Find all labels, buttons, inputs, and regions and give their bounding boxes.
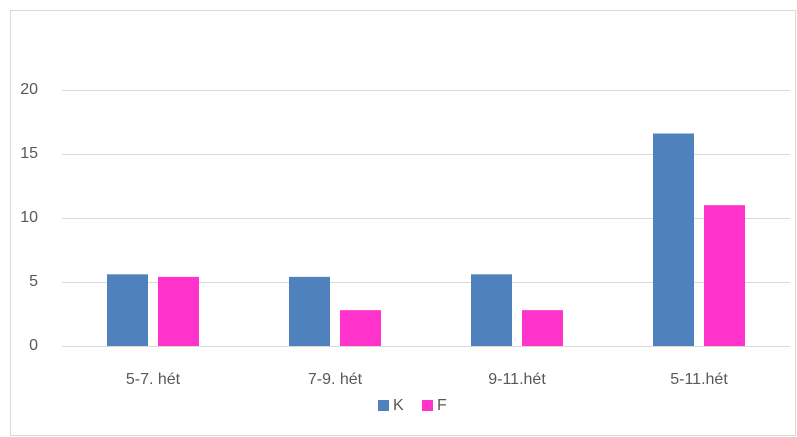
x-tick-label: 5-7. hét xyxy=(126,371,181,388)
bar xyxy=(158,276,199,346)
legend-label: F xyxy=(437,397,447,414)
legend-label: K xyxy=(393,397,404,414)
bar xyxy=(289,276,330,346)
bar xyxy=(107,274,148,346)
x-tick-label: 7-9. hét xyxy=(308,371,363,388)
bar xyxy=(340,310,381,346)
y-tick-label: 20 xyxy=(20,81,38,98)
x-tick-label: 9-11.hét xyxy=(488,371,546,388)
y-tick-label: 0 xyxy=(29,337,38,354)
bar xyxy=(704,205,745,346)
bar xyxy=(653,133,694,346)
bar xyxy=(471,274,512,346)
legend-swatch xyxy=(422,400,433,411)
y-tick-label: 10 xyxy=(20,209,38,226)
y-tick-label: 5 xyxy=(29,273,38,290)
x-tick-label: 5-11.hét xyxy=(670,371,728,388)
y-tick-label: 15 xyxy=(20,145,38,162)
bar xyxy=(522,310,563,346)
legend-swatch xyxy=(378,400,389,411)
